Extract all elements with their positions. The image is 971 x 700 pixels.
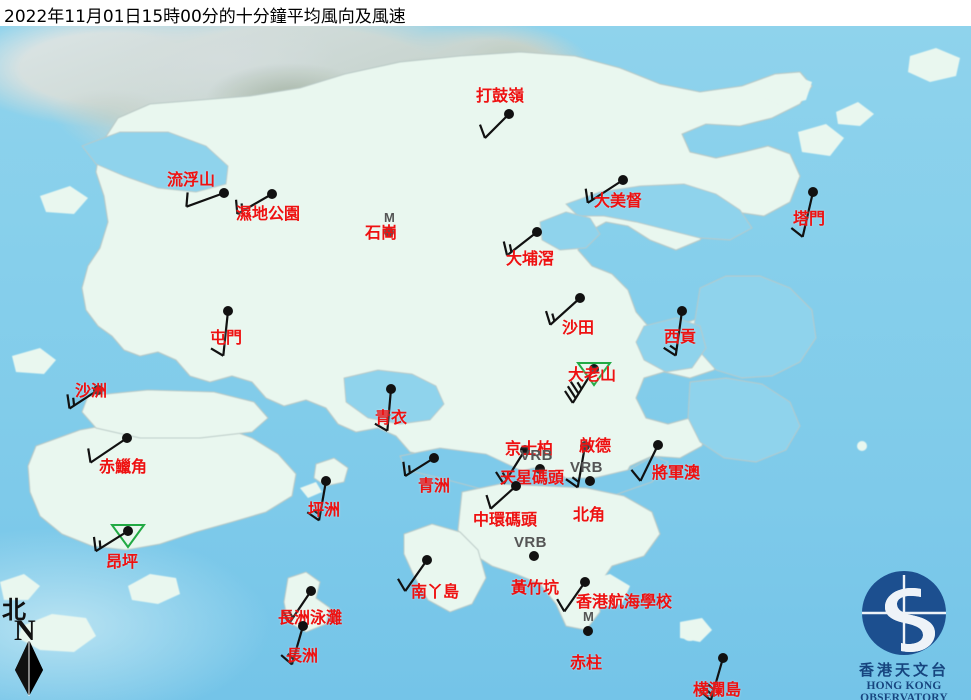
station-dot (808, 187, 818, 197)
wind-barb-icon (280, 625, 305, 666)
station-name-label: 大老山 (568, 365, 617, 384)
station-name-label: 大美督 (594, 191, 643, 210)
station-name-label: 北角 (573, 505, 606, 524)
page-title: 2022年11月01日15時00分的十分鐘平均風向及風速 (4, 7, 406, 27)
station-dot (583, 626, 593, 636)
wind-barb-icon (565, 445, 587, 489)
station-name-label: 沙田 (562, 318, 595, 337)
wind-barb-icon (663, 310, 684, 357)
wind-barb-icon (584, 179, 624, 204)
station-dot (653, 440, 663, 450)
wind-barb-icon (210, 310, 230, 357)
station-name-label: 屯門 (210, 328, 243, 347)
station-dot (618, 175, 628, 185)
wind-barb-icon (92, 530, 129, 553)
wind-barb-icon (544, 297, 581, 326)
title-bar: 2022年11月01日15時00分的十分鐘平均風向及風速 (0, 0, 971, 27)
station-dot (267, 189, 277, 199)
station-name-label: 石崗 (365, 223, 398, 242)
station-dot (532, 227, 542, 237)
station-dot (511, 481, 521, 491)
wind-barb-icon (234, 193, 273, 215)
wind-barb-icon (374, 388, 393, 432)
station-dot (384, 227, 394, 237)
compass-rose: 北 N (2, 592, 64, 698)
station-name-label: 大埔滘 (506, 249, 555, 268)
station-name-label: 昂坪 (106, 552, 139, 571)
station-dot (122, 433, 132, 443)
station-name-label: 流浮山 (167, 170, 216, 189)
station-dot (298, 621, 308, 631)
station-name-label: 將軍澳 (652, 463, 701, 482)
wind-barb-icon (87, 437, 128, 464)
north-arrow-icon (15, 640, 43, 696)
wind-barb-icon (306, 480, 328, 522)
station-dot (386, 384, 396, 394)
map-canvas[interactable]: 打鼓嶺 流浮山 濕地公園 M 石崗 大美督 塔門 大埔滘 沙田 屯門 西貢 大老山 沙洲 青衣 赤鱲角 京士柏… (0, 26, 971, 700)
station-dot (585, 476, 595, 486)
wind-barb-icon (556, 581, 586, 613)
station-dot (535, 464, 545, 474)
station-name-label: 黃竹坑 (511, 578, 560, 597)
hko-logo: 香港天文台 HONG KONG OBSERVATORY (837, 565, 971, 700)
station-name-label: 中環碼頭 (473, 510, 538, 529)
station-name-label: 濕地公園 (236, 204, 301, 223)
station-dot (504, 109, 514, 119)
station-dot (677, 306, 687, 316)
station-name-label: 南丫島 (411, 582, 460, 601)
compass-label-cn: 北 (2, 596, 26, 624)
wind-barb-icon (630, 444, 659, 482)
station-dot (718, 653, 728, 663)
station-name-label: 青洲 (418, 476, 451, 495)
station-name-label: 坪洲 (308, 500, 341, 519)
station-name-label: 塔門 (793, 209, 826, 228)
station-dot (422, 555, 432, 565)
station-name-label: 長洲泳灘 (278, 608, 343, 627)
station-name-label: 長洲 (286, 646, 319, 665)
station-name-label: 西貢 (664, 327, 697, 346)
station-name-label: 沙洲 (75, 381, 108, 400)
wind-barb-icon (495, 449, 526, 485)
station-name-label: 京士柏 (505, 439, 554, 458)
station-dot (219, 188, 229, 198)
wind-barb-icon (699, 657, 725, 700)
station-dot (306, 586, 316, 596)
wind-barb-icon (185, 191, 225, 208)
station-name-label: 啟德 (579, 436, 612, 455)
wind-barb-icon (502, 231, 538, 257)
wind-barb-icon (397, 559, 428, 592)
compass-label-en: N (14, 614, 36, 647)
station-dot (580, 441, 590, 451)
hko-logo-en: HONG KONG OBSERVATORY (860, 680, 948, 700)
hko-logo-cn: 香港天文台 (858, 661, 949, 679)
variable-wind-flag: VRB (514, 534, 547, 551)
calm-wind-flag: M (583, 609, 594, 624)
variable-wind-flag: VRB (570, 459, 603, 476)
variable-wind-flag: VRB (520, 447, 553, 464)
station-dot (575, 293, 585, 303)
station-dot (589, 364, 599, 374)
wind-barb-icon (281, 590, 312, 624)
wind-barb-icon (564, 368, 595, 404)
station-name-label: 赤鱲角 (99, 457, 148, 476)
station-dot (529, 551, 539, 561)
wind-barb-icon (478, 113, 510, 139)
station-name-label: 打鼓嶺 (476, 86, 525, 105)
station-name-label: 横瀾島 (693, 680, 742, 699)
station-dot (123, 526, 133, 536)
station-name-label: 香港航海學校 (576, 592, 673, 611)
station-dot (223, 306, 233, 316)
station-name-label: 青衣 (375, 408, 408, 427)
station-dot (93, 385, 103, 395)
wind-barb-icon (790, 191, 815, 238)
calm-wind-flag: M (384, 210, 395, 225)
station-dot (580, 577, 590, 587)
hko-emblem-icon (862, 571, 946, 655)
station-dot (520, 445, 530, 455)
station-dot (429, 453, 439, 463)
station-dot (321, 476, 331, 486)
station-name-label: 赤柱 (570, 653, 603, 672)
coastline-layer (0, 48, 960, 652)
